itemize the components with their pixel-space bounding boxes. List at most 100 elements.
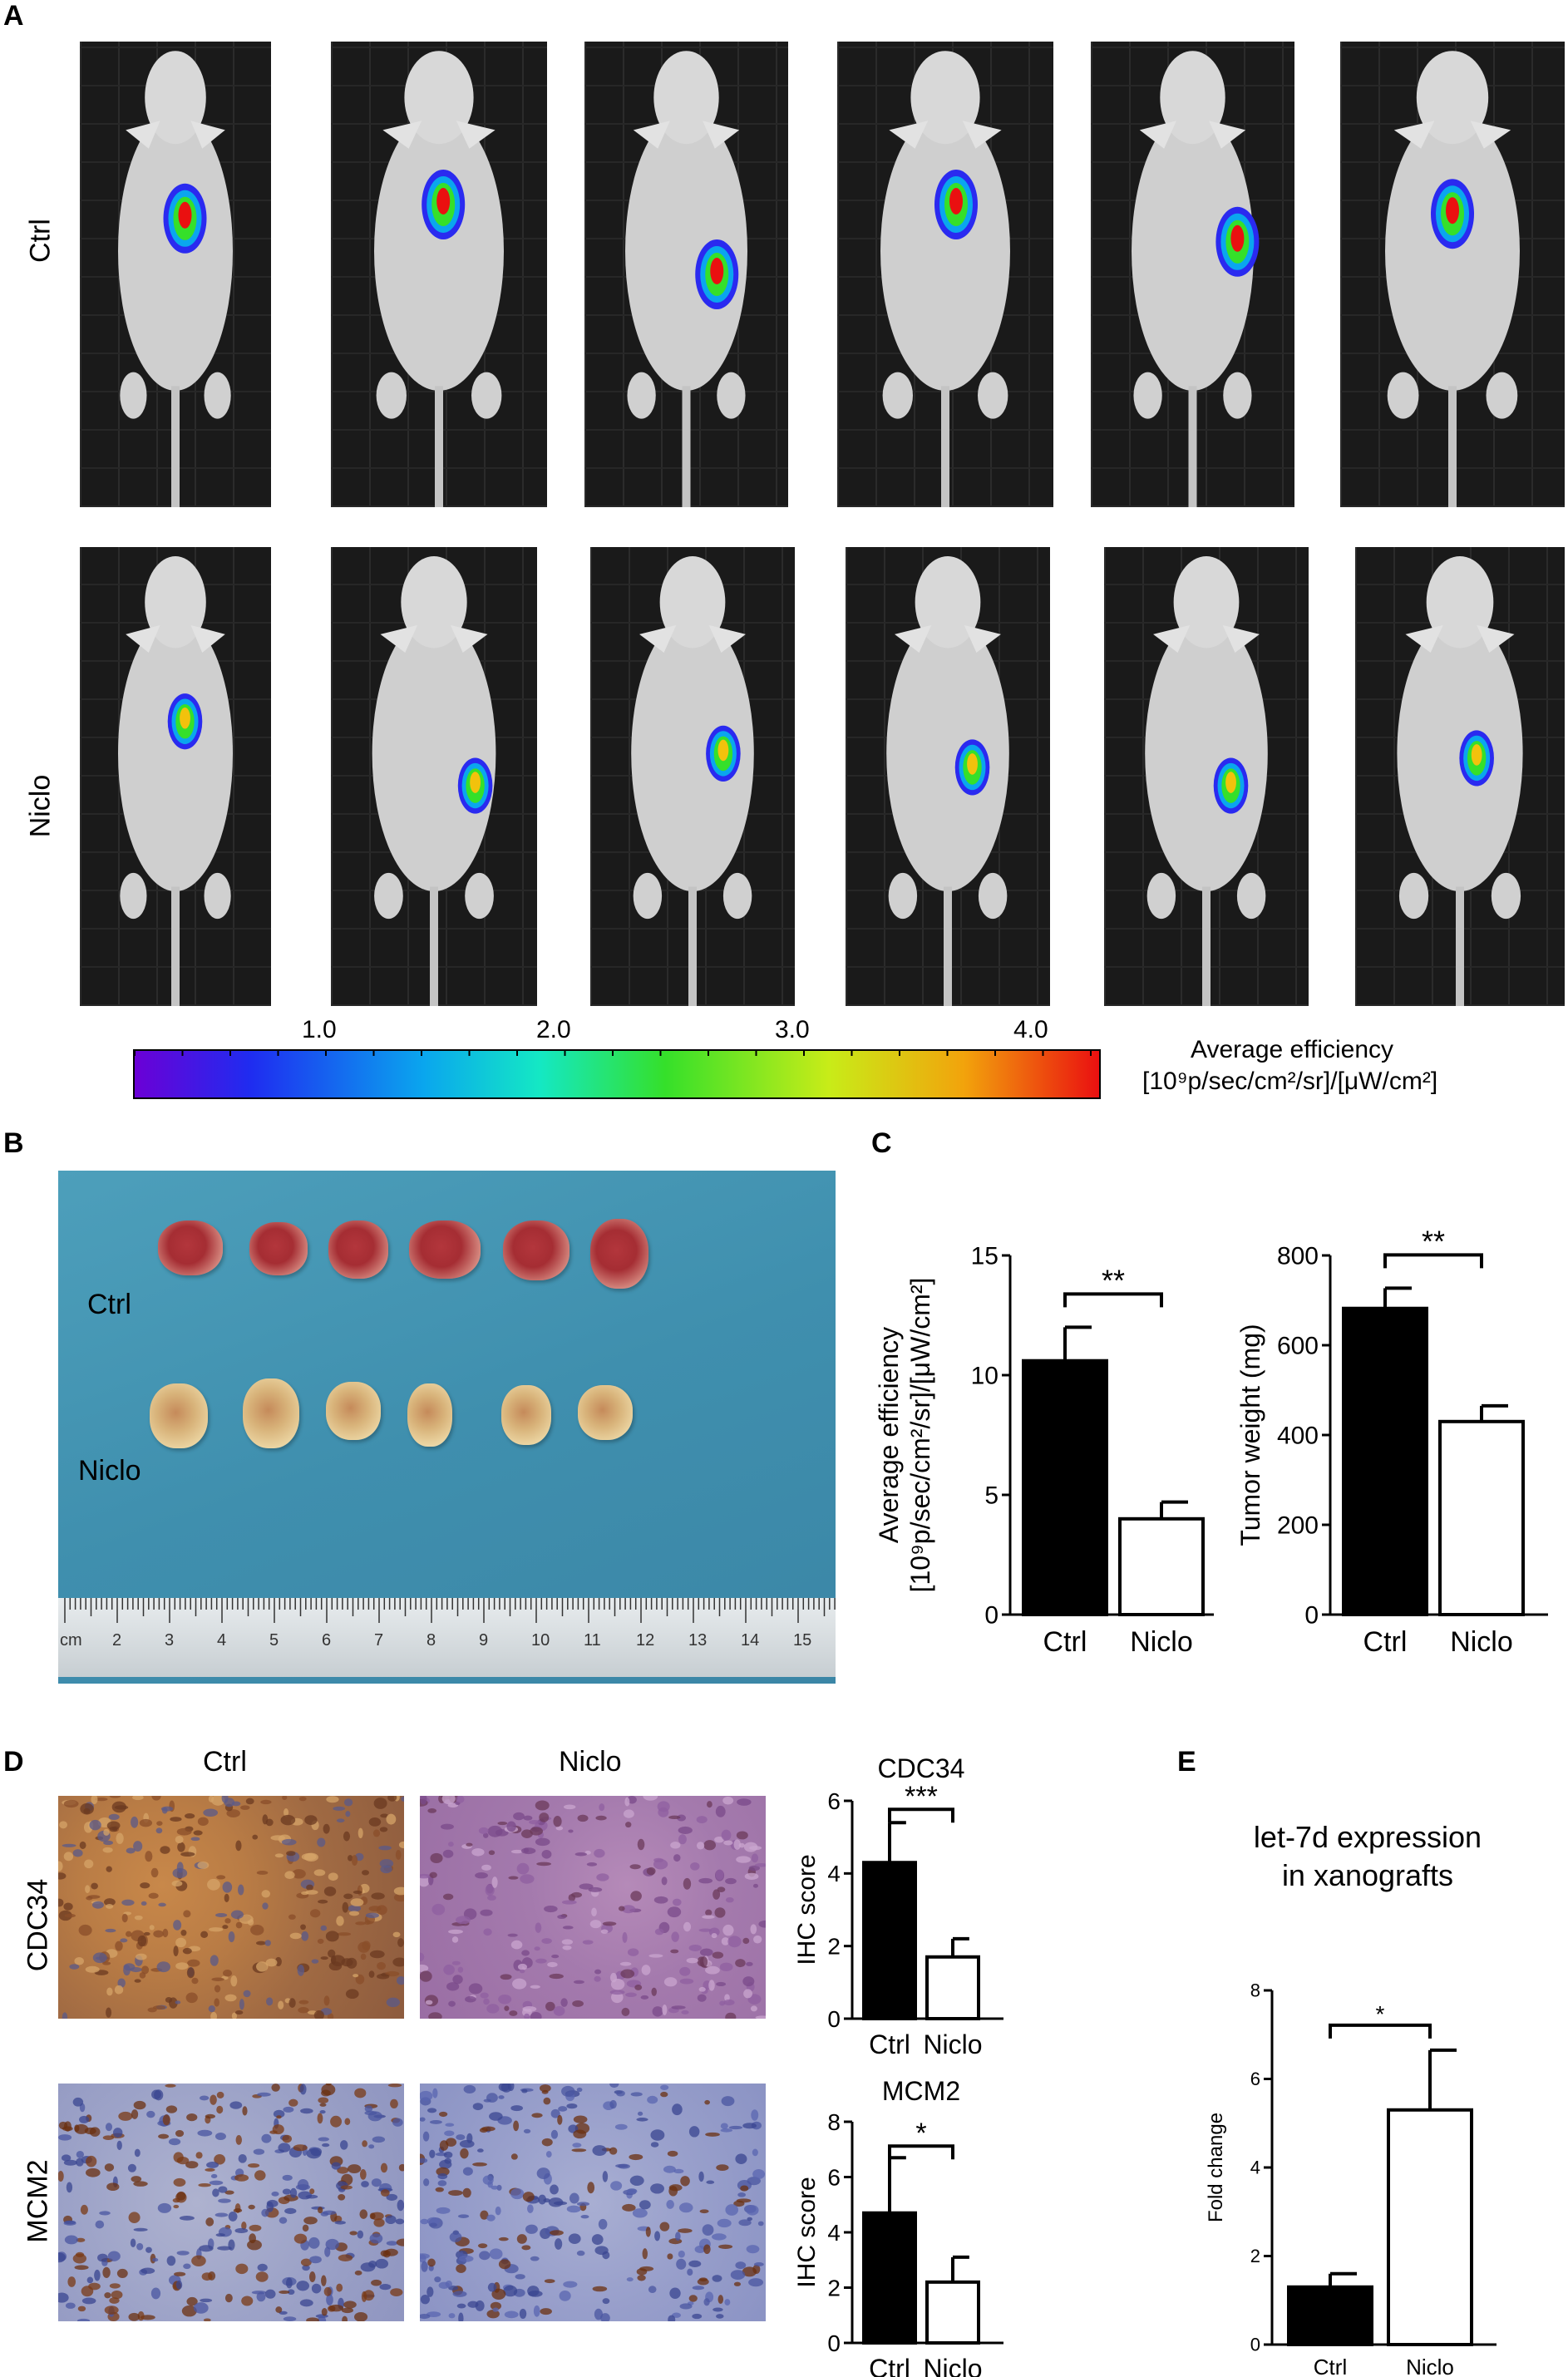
cell-nucleus <box>338 2194 346 2201</box>
cell-nucleus <box>480 2210 489 2220</box>
mouse-head <box>404 51 474 145</box>
cell-nucleus <box>531 2113 543 2118</box>
cell-nucleus <box>173 2204 180 2209</box>
y-tick-label: 2 <box>1250 2246 1260 2266</box>
cell-nucleus <box>176 2191 186 2201</box>
cell-nucleus <box>724 2299 731 2306</box>
cell-nucleus <box>211 1977 224 1981</box>
cell-nucleus <box>663 2165 676 2173</box>
cell-nucleus <box>221 1796 229 1803</box>
cell-nucleus <box>77 2305 86 2312</box>
cell-nucleus <box>623 1809 634 1818</box>
cell-nucleus <box>109 2297 120 2304</box>
cell-nucleus <box>238 2153 247 2163</box>
cell-nucleus <box>74 2124 80 2133</box>
mouse-leg <box>888 872 918 920</box>
cell-nucleus <box>442 1849 454 1858</box>
cell-nucleus <box>85 1965 100 1973</box>
cell-nucleus <box>544 2279 555 2284</box>
cell-nucleus <box>690 1862 700 1871</box>
tumor-specimen-ctrl <box>249 1222 308 1275</box>
cell-nucleus <box>348 1911 360 1916</box>
mouse-body <box>886 615 1009 891</box>
mouse-leg <box>471 372 502 419</box>
cell-nucleus <box>328 2304 344 2312</box>
cell-nucleus <box>175 2129 185 2138</box>
cell-nucleus <box>322 2210 337 2215</box>
chart-title: let-7d expression <box>1254 1820 1482 1854</box>
cell-nucleus <box>743 1989 752 1999</box>
y-tick-label: 8 <box>827 2109 841 2135</box>
cell-nucleus <box>420 2253 430 2260</box>
cell-nucleus <box>519 2308 527 2319</box>
mouse-ear <box>190 121 225 149</box>
cell-nucleus <box>509 2010 518 2016</box>
cell-nucleus <box>297 2178 309 2191</box>
cell-nucleus <box>735 2153 747 2165</box>
cell-nucleus <box>106 2182 120 2192</box>
ruler-label: 8 <box>427 1631 436 1650</box>
mouse-leg <box>374 872 403 920</box>
cell-nucleus <box>625 1822 632 1828</box>
cell-nucleus <box>116 2140 122 2151</box>
cell-nucleus <box>136 1953 147 1960</box>
ruler-label: 4 <box>217 1631 227 1650</box>
cell-nucleus <box>520 1874 535 1884</box>
mouse-ear <box>639 624 677 653</box>
cell-nucleus <box>224 1893 229 1902</box>
cell-nucleus <box>299 2084 307 2095</box>
cell-nucleus <box>62 2012 68 2019</box>
cell-nucleus <box>392 2118 403 2127</box>
cell-nucleus <box>688 2260 702 2267</box>
y-tick-label: 6 <box>827 2164 841 2190</box>
cell-nucleus <box>573 2129 587 2139</box>
cell-nucleus <box>672 1898 682 1906</box>
cell-nucleus <box>132 1796 144 1801</box>
cell-nucleus <box>521 1950 530 1956</box>
mouse-image <box>1091 42 1294 507</box>
cell-nucleus <box>350 1898 364 1906</box>
cell-nucleus <box>257 2263 268 2271</box>
cell-nucleus <box>486 2004 500 2014</box>
cell-nucleus <box>230 1975 238 1987</box>
cell-nucleus <box>667 1906 682 1918</box>
cell-nucleus <box>242 2106 248 2116</box>
panel-letter-e: E <box>1177 1746 1196 1778</box>
cell-nucleus <box>75 2251 85 2258</box>
cell-nucleus <box>507 1933 518 1937</box>
cell-nucleus <box>321 2275 327 2286</box>
cell-nucleus <box>747 2217 753 2222</box>
cell-nucleus <box>328 1872 338 1881</box>
cell-nucleus <box>487 1825 503 1837</box>
cell-nucleus <box>256 2291 266 2302</box>
cell-nucleus <box>516 1862 530 1875</box>
cell-nucleus <box>176 2156 190 2165</box>
cell-nucleus <box>522 2192 535 2202</box>
cell-nucleus <box>609 2147 618 2155</box>
cell-nucleus <box>106 1866 112 1872</box>
cell-nucleus <box>112 2128 123 2138</box>
cell-nucleus <box>545 2001 555 2011</box>
cell-nucleus <box>627 1948 639 1956</box>
cell-nucleus <box>154 2089 164 2101</box>
cell-nucleus <box>699 1948 713 1956</box>
cell-nucleus <box>373 1798 387 1809</box>
cell-nucleus <box>79 2115 90 2123</box>
cell-nucleus <box>347 2164 362 2173</box>
cell-nucleus <box>173 2177 186 2187</box>
mouse-image <box>1340 42 1565 507</box>
cell-nucleus <box>616 2090 625 2097</box>
cell-nucleus <box>712 2233 727 2241</box>
cell-nucleus <box>432 2088 438 2098</box>
y-tick-label: 0 <box>827 2006 841 2032</box>
cell-nucleus <box>719 1962 733 1972</box>
cell-nucleus <box>602 2298 610 2305</box>
cell-nucleus <box>393 1886 404 1896</box>
mouse-leg <box>1223 372 1252 419</box>
cell-nucleus <box>754 1863 766 1867</box>
cell-nucleus <box>80 1802 94 1815</box>
cell-nucleus <box>680 2176 690 2187</box>
cell-nucleus <box>618 1906 625 1911</box>
mouse-leg <box>204 372 231 419</box>
cell-nucleus <box>712 2275 722 2282</box>
